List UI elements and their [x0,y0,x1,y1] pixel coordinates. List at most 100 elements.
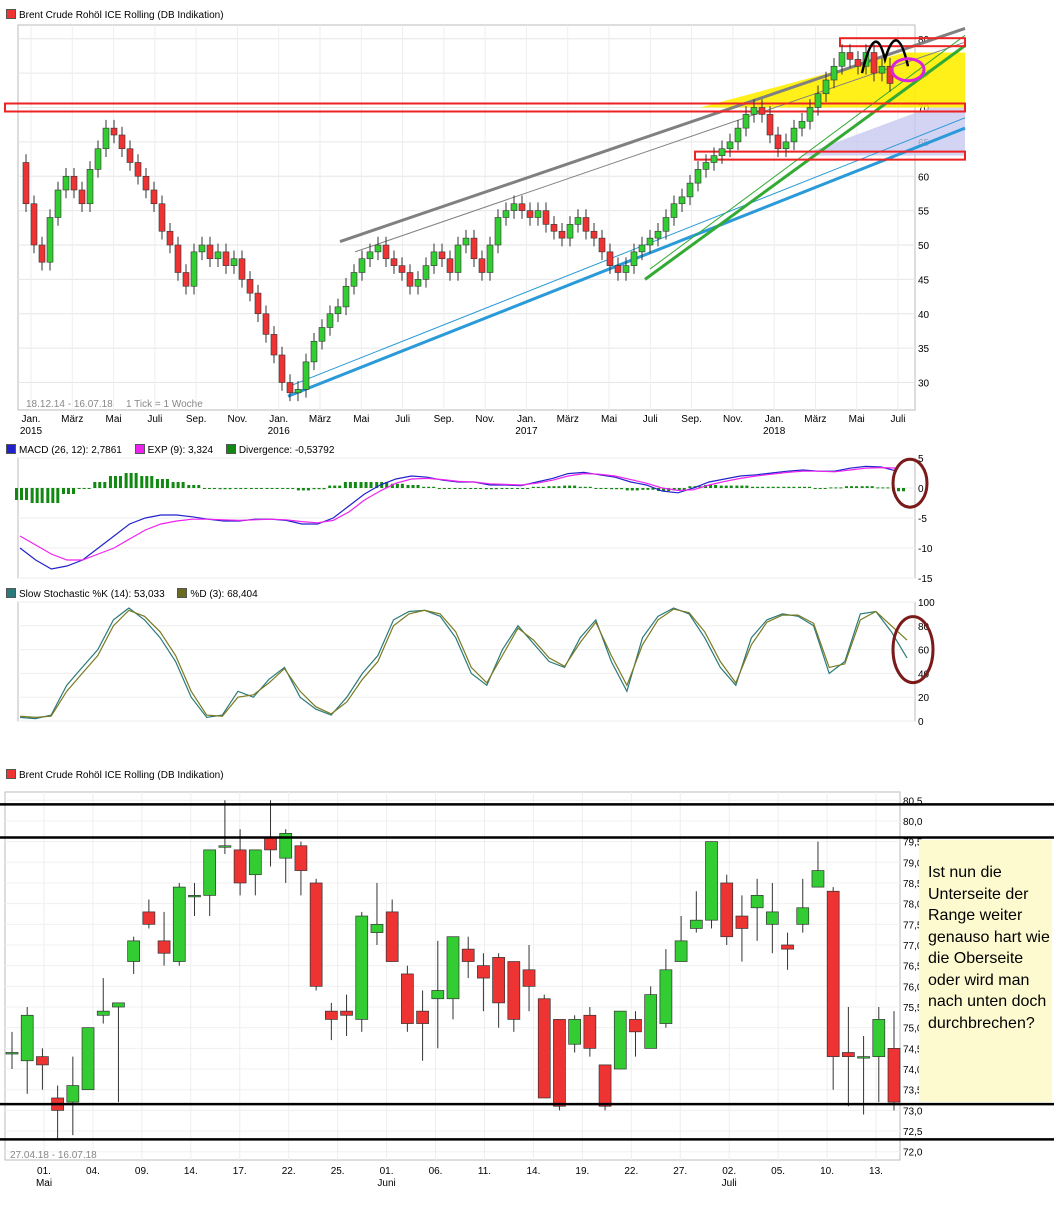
candle-body [233,849,247,884]
x-tick-label: März [804,414,826,425]
divergence-bar [124,473,128,488]
stoch-k-line [19,607,908,720]
candle-body [342,285,350,308]
y-tick-label: 80 [918,622,930,633]
y-tick-label: 76,5 [903,962,923,973]
divergence-bar [834,487,838,489]
divergence-bar [212,488,216,489]
y-tick-label: 75,5 [903,1003,923,1014]
divergence-bar [155,479,159,488]
divergence-bar [317,488,321,490]
divergence-bar [489,488,493,490]
candle-body [742,114,750,129]
y-tick-label: 80 [918,35,930,46]
candle-body [526,210,534,218]
candle-body [385,911,399,962]
divergence-bar [385,482,389,488]
x-tick-label: März [61,414,83,425]
stoch-panel: Slow Stochastic %K (14): 53,033 %D (3): … [0,585,1054,735]
divergence-bar [301,488,305,491]
divergence-bar [578,486,582,488]
divergence-bar [192,485,196,488]
candle-body [782,141,790,150]
y-tick-label: 80,0 [903,817,923,828]
gray-trendline-thin [354,41,966,253]
stoch-d-swatch [177,588,188,598]
y-tick-label: 80,5 [903,796,923,807]
candle-body [340,1010,353,1016]
divergence-bar [604,488,608,489]
candle-body [36,1056,49,1066]
candle-body [401,973,414,1024]
candle-body [702,162,710,170]
candle-body [262,313,270,335]
divergence-bar [422,486,426,488]
candle-body [22,162,30,205]
divergence-bar [165,479,169,488]
y-tick-label: 40 [918,669,930,680]
y-tick-label: 30 [918,379,930,390]
divergence-bar [568,485,572,488]
candle-body [94,148,102,170]
y-tick-label: 20 [918,693,930,704]
divergence-bar [641,488,645,490]
x-tick-sublabel: 2016 [268,426,291,437]
candle-body [477,965,490,979]
divergence-bar [15,488,18,500]
candle-body [174,244,182,273]
divergence-bar [745,485,749,488]
divergence-bar [51,488,55,503]
stoch-k-swatch [6,588,16,598]
candle-body [102,127,110,150]
divergence-bar [453,488,457,489]
y-tick-label: 78,5 [903,879,923,890]
divergence-bar [286,488,290,489]
candle-body [670,203,678,218]
divergence-bar [458,488,462,489]
weekly-panel: Brent Crude Rohöl ICE Rolling (DB Indika… [0,0,1054,440]
divergence-bar [845,486,849,488]
divergence-bar [223,488,227,490]
divergence-bar [682,488,686,491]
candle-body [166,230,174,246]
divergence-bar [406,485,410,488]
divergence-bar [886,487,890,489]
divergence-bar [265,488,269,489]
candle-body [486,244,494,273]
candle-body [887,1048,901,1103]
divergence-bar [818,488,822,489]
blue-trendline-thin [289,117,966,387]
divergence-bar [447,488,451,489]
candle-body [355,915,369,1020]
divergence-bar [870,486,874,488]
candle-body [494,217,502,246]
y-tick-label: 72,5 [903,1127,923,1138]
divergence-bar [328,485,332,488]
x-tick-sublabel: 2015 [20,426,43,437]
candle-body [814,93,822,108]
x-tick-label: Mai [353,414,369,425]
candle-body [710,155,718,163]
candle-body [826,890,840,1057]
candle-body [416,1010,429,1024]
divergence-bar [594,488,598,489]
divergence-bar [411,485,415,488]
divergence-bar [787,486,791,488]
divergence-bar [510,488,514,489]
x-tick-label: 01. [380,1166,394,1177]
range-label: 18.12.14 - 16.07.18 [26,399,113,410]
divergence-bar [82,488,86,489]
x-tick-sublabel: Juni [377,1178,395,1189]
y-tick-label: 0 [918,484,924,495]
x-tick-label: 02. [722,1166,736,1177]
divergence-bar [30,488,34,503]
divergence-bar [751,486,755,488]
candle-body [568,1019,582,1045]
divergence-bar [437,488,441,489]
candle-body [598,1064,612,1107]
candle-body [66,1085,80,1103]
candle-body [872,1019,886,1057]
candle-body [62,175,70,191]
divergence-bar [181,482,185,488]
candle-body [646,237,654,246]
